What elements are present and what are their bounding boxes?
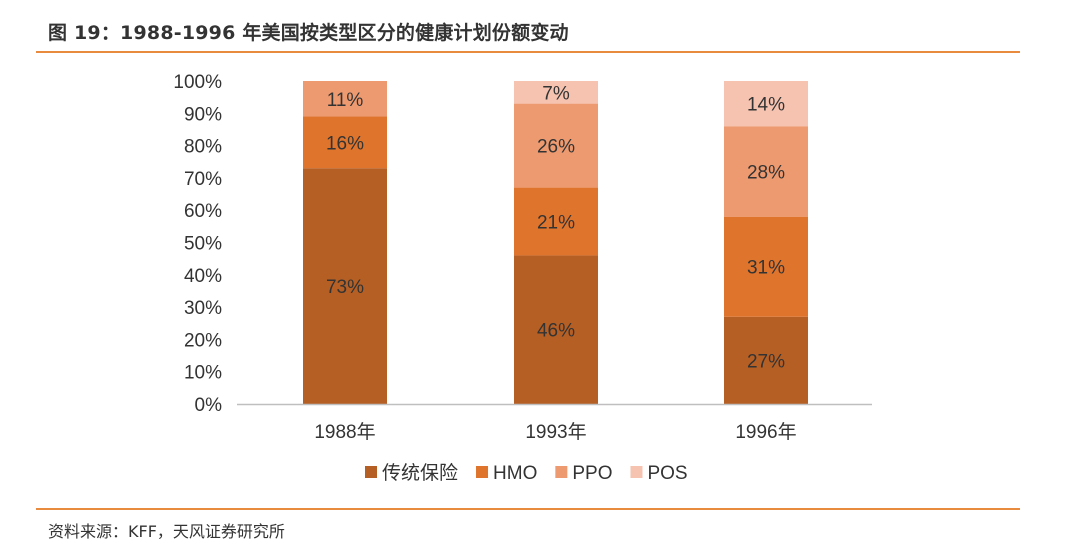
legend-swatch (555, 466, 568, 478)
bar-segment (724, 81, 808, 127)
data-label: 14% (747, 95, 785, 116)
bar-segment (303, 168, 387, 404)
y-tick-label: 40% (184, 266, 222, 287)
y-tick-label: 80% (184, 137, 222, 158)
y-tick-label: 20% (184, 330, 222, 351)
data-label: 7% (542, 83, 570, 104)
y-tick-label: 60% (184, 201, 222, 222)
y-tick-label: 10% (184, 363, 222, 384)
data-label: 11% (327, 90, 364, 111)
y-tick-label: 70% (184, 169, 222, 190)
x-tick-label: 1993年 (525, 421, 586, 443)
bar-segment (303, 81, 387, 117)
y-tick-label: 0% (195, 395, 223, 416)
y-tick-label: 50% (184, 234, 222, 255)
data-label: 73% (326, 277, 364, 298)
x-tick-label: 1996年 (735, 421, 796, 443)
data-label: 16% (326, 133, 364, 154)
data-label: 28% (747, 162, 785, 183)
legend-swatch (365, 466, 377, 478)
legend-label: PPO (572, 463, 612, 484)
data-label: 27% (747, 351, 785, 372)
bar-segment (303, 116, 387, 169)
figure-title: 图 19：1988-1996 年美国按类型区分的健康计划份额变动 (48, 22, 569, 44)
bar-segment (514, 255, 598, 404)
data-label: 21% (537, 213, 575, 234)
bar-segment (514, 81, 598, 104)
y-tick-label: 90% (184, 104, 222, 125)
data-label: 26% (537, 137, 575, 158)
x-tick-label: 1988年 (314, 421, 375, 443)
data-label: 46% (537, 321, 575, 342)
y-tick-label: 100% (173, 72, 222, 93)
source-divider (36, 508, 1020, 510)
bar-segment (514, 103, 598, 188)
legend-swatch (630, 466, 643, 478)
title-divider (36, 51, 1020, 53)
legend-label: POS (647, 463, 687, 484)
source-note: 资料来源：KFF，天风证券研究所 (48, 522, 285, 541)
legend-label: HMO (493, 463, 537, 484)
bar-segment (724, 216, 808, 317)
bar-segment (724, 316, 808, 404)
y-tick-label: 30% (184, 298, 222, 319)
legend-swatch (476, 466, 489, 478)
data-label: 31% (747, 258, 785, 279)
legend-label: 传统保险 (382, 462, 458, 484)
bar-segment (724, 126, 808, 217)
bar-segment (514, 187, 598, 256)
